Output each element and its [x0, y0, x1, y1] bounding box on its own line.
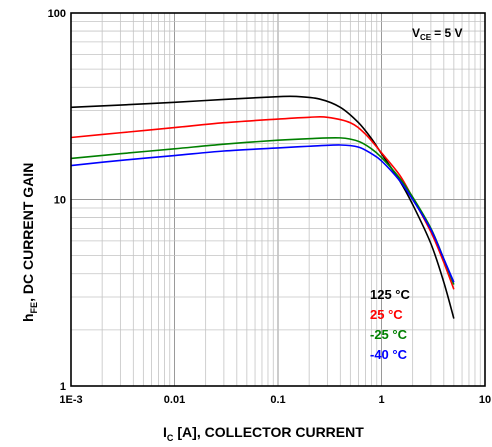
x-axis-label-tail: [A], COLLECTOR CURRENT: [177, 424, 364, 440]
legend-label-2: -25 °C: [370, 327, 408, 342]
y-tick-label: 100: [48, 8, 66, 20]
y-axis-label-sub: FE: [29, 302, 39, 314]
y-axis-label-main: h: [20, 313, 36, 322]
vce-annotation-sub: CE: [420, 33, 432, 42]
x-tick-label: 10: [479, 394, 491, 406]
x-axis-label-sub: C: [167, 433, 174, 443]
series-line-2: [70, 136, 455, 285]
plot-frame: [70, 12, 486, 387]
y-tick-labels: 1 10 100: [48, 8, 66, 393]
vce-annotation: VCE = 5 V: [412, 26, 463, 42]
x-tick-labels: 1E-3 0.01 0.1 1 10: [59, 394, 491, 406]
curves: [70, 95, 455, 319]
vce-annotation-tail: = 5 V: [434, 26, 462, 40]
legend-label-0: 125 °C: [370, 287, 411, 302]
x-tick-label: 0.01: [164, 394, 185, 406]
legend-label-1: 25 °C: [370, 307, 403, 322]
y-tick-label: 10: [54, 195, 66, 207]
y-axis-label-tail: , DC CURRENT GAIN: [20, 163, 36, 302]
legend-label-3: -40 °C: [370, 347, 408, 362]
series-line-3: [70, 144, 455, 283]
grid: [71, 13, 485, 386]
y-axis-label: hFE, DC CURRENT GAIN: [20, 163, 39, 322]
legend: 125 °C 25 °C -25 °C -40 °C: [370, 287, 411, 362]
vce-annotation-main: V: [412, 26, 420, 40]
series-line-0: [70, 95, 455, 319]
x-tick-label: 0.1: [270, 394, 285, 406]
x-axis-label-main: I: [163, 424, 167, 440]
x-tick-label: 1E-3: [59, 394, 82, 406]
x-axis-label: IC [A], COLLECTOR CURRENT: [163, 424, 364, 443]
y-tick-label: 1: [60, 381, 66, 393]
x-tick-label: 1: [378, 394, 384, 406]
